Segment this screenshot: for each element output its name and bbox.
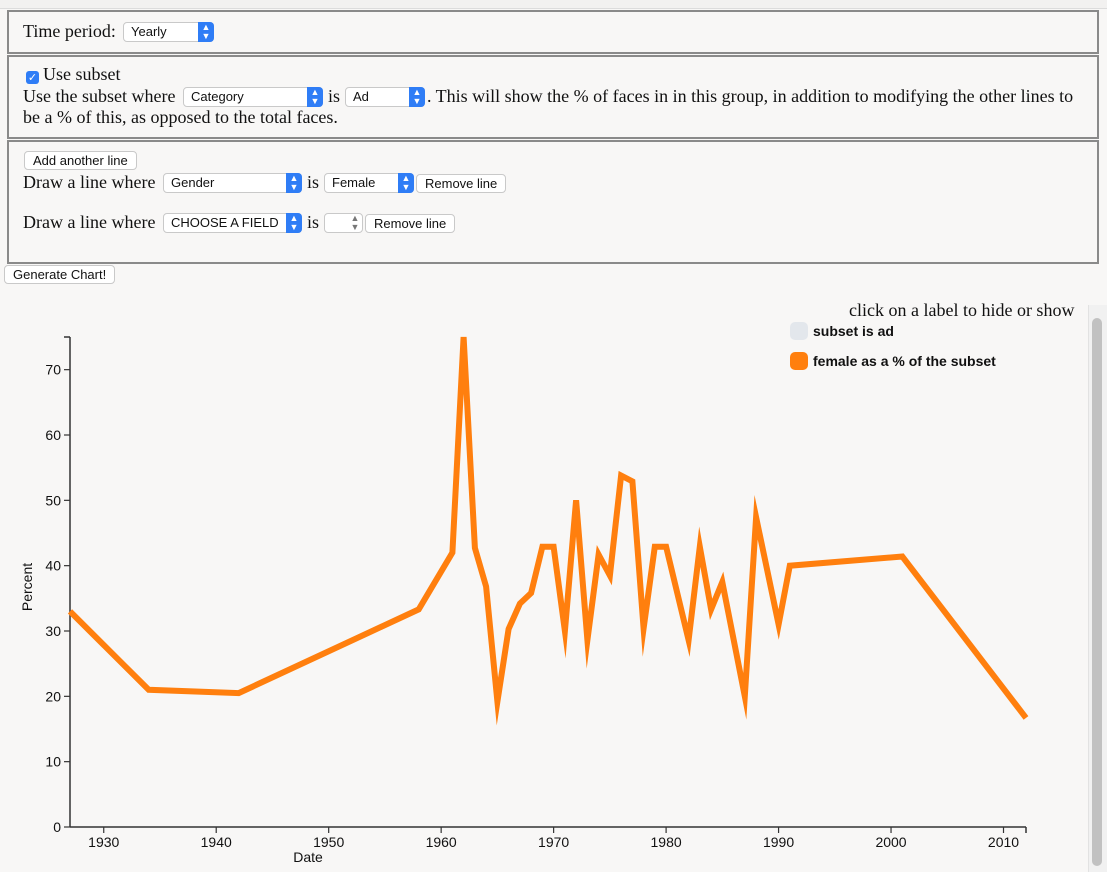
x-tick-label: 2000 bbox=[875, 834, 906, 850]
chart-tick-labels: 0 10 20 30 40 50 60 70 1930 1940 1950 1960 1970 1980 1… bbox=[45, 362, 1019, 850]
line-1-value-select[interactable]: Female ▲ ▼ bbox=[324, 173, 414, 193]
window-top-strip bbox=[0, 0, 1107, 9]
generate-chart-button[interactable]: Generate Chart! bbox=[4, 265, 116, 284]
use-subset-label: Use subset bbox=[43, 64, 121, 84]
add-another-line-button[interactable]: Add another line bbox=[24, 151, 137, 170]
x-tick-label: 1930 bbox=[88, 834, 119, 850]
y-tick-label: 0 bbox=[53, 819, 61, 835]
line-1-remove-button[interactable]: Remove line bbox=[416, 174, 507, 193]
subset-panel: ✓ Use subset Use the subset where Catego… bbox=[7, 55, 1099, 139]
subset-description-line1: . This will show the % of faces in in th… bbox=[427, 86, 1074, 106]
line-chart: 0 10 20 30 40 50 60 70 1930 1940 1950 1960 1970 1980 1… bbox=[19, 336, 1029, 865]
select-stepper-icon: ▲ ▼ bbox=[409, 87, 425, 107]
x-tick-label: 2010 bbox=[988, 834, 1019, 850]
line-2-field-select[interactable]: CHOOSE A FIELD ▲ ▼ bbox=[163, 213, 302, 233]
select-stepper-icon: ▲ ▼ bbox=[307, 87, 323, 107]
y-tick-label: 50 bbox=[45, 492, 61, 508]
time-period-panel: Time period: Yearly ▲ ▼ bbox=[7, 10, 1099, 54]
y-tick-label: 10 bbox=[45, 754, 61, 770]
x-tick-label: 1940 bbox=[201, 834, 232, 850]
y-axis-label: Percent bbox=[19, 563, 35, 611]
x-axis-label: Date bbox=[293, 849, 323, 865]
subset-is-word: is bbox=[328, 86, 341, 106]
line-2-is-word: is bbox=[307, 212, 320, 232]
subset-field-value: Category bbox=[191, 89, 244, 104]
subset-description-line2: be a % of this, as opposed to the total … bbox=[23, 107, 338, 127]
x-tick-label: 1990 bbox=[763, 834, 794, 850]
chart-series bbox=[67, 336, 1029, 726]
time-period-label: Time period: bbox=[23, 21, 116, 41]
legend-hint: click on a label to hide or show bbox=[849, 300, 1075, 320]
line-2-prefix: Draw a line where bbox=[23, 212, 156, 232]
legend-label-subset: subset is ad bbox=[813, 323, 894, 339]
x-tick-label: 1960 bbox=[426, 834, 457, 850]
y-tick-label: 40 bbox=[45, 558, 61, 574]
chart-axes bbox=[64, 336, 1027, 833]
x-tick-label: 1970 bbox=[538, 834, 569, 850]
y-tick-label: 60 bbox=[45, 427, 61, 443]
subset-field-select[interactable]: Category ▲ ▼ bbox=[183, 87, 323, 107]
y-tick-label: 20 bbox=[45, 688, 61, 704]
line-2-field-value: CHOOSE A FIELD bbox=[171, 215, 279, 230]
select-stepper-icon: ▲ ▼ bbox=[198, 22, 214, 42]
line-2-value-select[interactable]: ▲ ▼ bbox=[324, 213, 363, 233]
line-1-prefix: Draw a line where bbox=[23, 172, 156, 192]
select-stepper-icon: ▲ ▼ bbox=[286, 213, 302, 233]
use-subset-checkbox[interactable]: ✓ bbox=[26, 67, 39, 86]
line-1-field-value: Gender bbox=[171, 175, 215, 190]
legend-swatch-female bbox=[790, 352, 808, 370]
select-stepper-icon: ▲ ▼ bbox=[350, 213, 360, 232]
subset-value-select[interactable]: Ad ▲ ▼ bbox=[345, 87, 425, 107]
checkmark-icon: ✓ bbox=[26, 71, 39, 84]
legend-label-female: female as a % of the subset bbox=[813, 353, 996, 369]
select-stepper-icon: ▲ ▼ bbox=[398, 173, 414, 193]
line-1-is-word: is bbox=[307, 172, 320, 192]
line-1-value-value: Female bbox=[332, 175, 376, 190]
lines-panel: Add another line Draw a line where Gende… bbox=[7, 140, 1099, 264]
legend-swatch-subset bbox=[790, 322, 808, 340]
y-tick-label: 30 bbox=[45, 623, 61, 639]
x-tick-label: 1980 bbox=[651, 834, 682, 850]
line-2-remove-button[interactable]: Remove line bbox=[365, 214, 456, 233]
page-scrollbar-thumb[interactable] bbox=[1092, 318, 1102, 866]
x-tick-label: 1950 bbox=[313, 834, 344, 850]
subset-value-value: Ad bbox=[353, 89, 369, 104]
select-stepper-icon: ▲ ▼ bbox=[286, 173, 302, 193]
time-period-select[interactable]: Yearly ▲ ▼ bbox=[123, 22, 214, 42]
series-line-0 bbox=[67, 336, 1029, 726]
time-period-value: Yearly bbox=[131, 24, 167, 39]
line-1-field-select[interactable]: Gender ▲ ▼ bbox=[163, 173, 302, 193]
subset-prefix: Use the subset where bbox=[23, 86, 176, 106]
y-tick-label: 70 bbox=[45, 362, 61, 378]
